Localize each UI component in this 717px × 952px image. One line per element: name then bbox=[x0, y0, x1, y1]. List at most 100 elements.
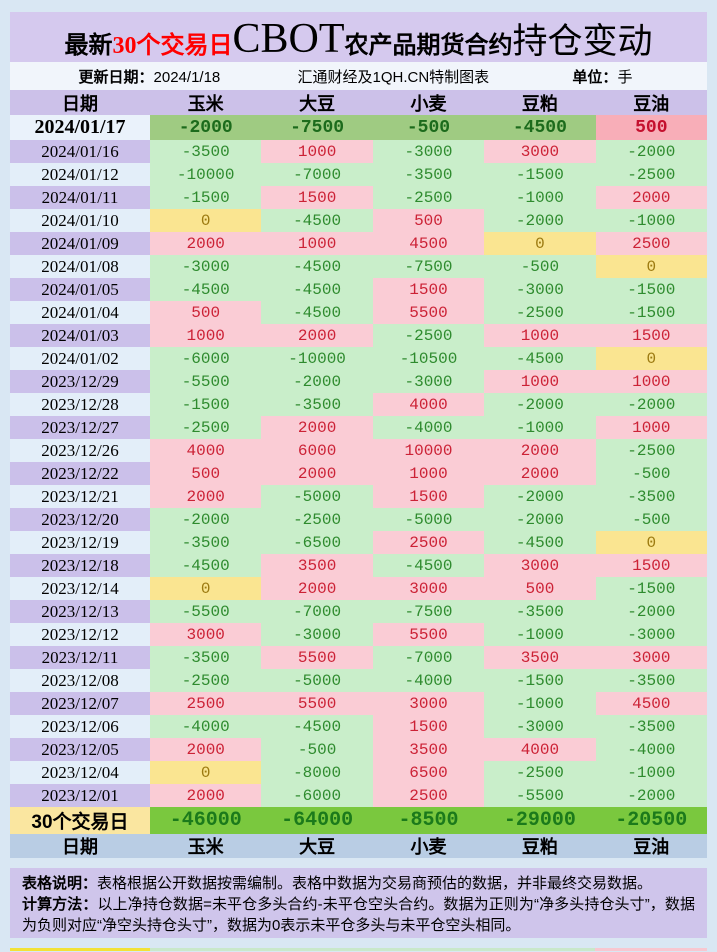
value-cell: 0 bbox=[150, 209, 262, 232]
value-cell: -1500 bbox=[484, 163, 596, 186]
value-cell: -2500 bbox=[595, 163, 707, 186]
value-cell: 4000 bbox=[150, 439, 262, 462]
value-cell: -5000 bbox=[372, 508, 485, 531]
value-cell: -2000 bbox=[150, 115, 262, 140]
value-cell: 1500 bbox=[372, 715, 485, 738]
value-cell: -4000 bbox=[372, 669, 485, 692]
date-cell: 2023/12/22 bbox=[10, 462, 150, 485]
title-middle: 农产品期货合约 bbox=[344, 33, 513, 59]
col-footer-soymeal: 豆粕 bbox=[521, 837, 558, 857]
value-cell: -7000 bbox=[261, 163, 373, 186]
value-cell: -3500 bbox=[150, 646, 262, 669]
date-cell: 2023/12/07 bbox=[10, 692, 150, 715]
date-cell: 2023/12/13 bbox=[10, 600, 150, 623]
col-footer-soyoil: 豆油 bbox=[633, 837, 670, 857]
table-row: 2023/12/05 2000 -500 3500 4000 -4000 bbox=[10, 738, 707, 761]
value-cell: 2000 bbox=[150, 738, 262, 761]
col-footer-corn: 玉米 bbox=[187, 837, 224, 857]
value-cell: 3000 bbox=[484, 140, 596, 163]
date-cell: 2023/12/19 bbox=[10, 531, 150, 554]
value-cell: -6000 bbox=[261, 784, 373, 807]
source-credit: 汇通财经及1QH.CN特制图表 bbox=[297, 68, 490, 86]
value-cell: -1500 bbox=[595, 278, 707, 301]
value-cell: -2500 bbox=[372, 324, 485, 347]
table-row: 2024/01/09 2000 1000 4500 0 2500 bbox=[10, 232, 707, 255]
date-cell: 2024/01/02 bbox=[10, 347, 150, 370]
update-date-value: 2024/1/18 bbox=[153, 68, 221, 86]
table-row: 2023/12/21 2000 -5000 1500 -2000 -3500 bbox=[10, 485, 707, 508]
value-cell: 3000 bbox=[372, 692, 485, 715]
value-cell: -4500 bbox=[484, 115, 596, 140]
value-cell: 1000 bbox=[484, 370, 596, 393]
table-row: 2023/12/26 4000 6000 10000 2000 -2500 bbox=[10, 439, 707, 462]
value-cell: -2000 bbox=[595, 600, 707, 623]
value-cell: -500 bbox=[372, 115, 485, 140]
date-cell: 2024/01/17 bbox=[10, 115, 150, 140]
value-cell: -3000 bbox=[595, 623, 707, 646]
value-cell: -2500 bbox=[484, 301, 596, 324]
value-cell: -500 bbox=[595, 508, 707, 531]
value-cell: 1000 bbox=[261, 140, 373, 163]
value-cell: -3000 bbox=[372, 140, 485, 163]
table-row: 2023/12/19 -3500 -6500 2500 -4500 0 bbox=[10, 531, 707, 554]
date-cell: 2024/01/16 bbox=[10, 140, 150, 163]
note-method: 计算方法：以上净持仓数据=未平仓多头合约-未平仓空头合约。数据为正则为“净多头持… bbox=[22, 896, 695, 934]
value-cell: -1500 bbox=[484, 669, 596, 692]
table-row: 2023/12/20 -2000 -2500 -5000 -2000 -500 bbox=[10, 508, 707, 531]
value-cell: 3000 bbox=[595, 646, 707, 669]
value-cell: -500 bbox=[595, 462, 707, 485]
value-cell: -5000 bbox=[261, 669, 373, 692]
table-row: 2023/12/18 -4500 3500 -4500 3000 1500 bbox=[10, 554, 707, 577]
value-cell: -2500 bbox=[595, 439, 707, 462]
value-cell: -7500 bbox=[372, 255, 485, 278]
table-row: 2023/12/06 -4000 -4500 1500 -3000 -3500 bbox=[10, 715, 707, 738]
value-cell: 2000 bbox=[150, 485, 262, 508]
value-cell: -3500 bbox=[595, 715, 707, 738]
value-cell: -1500 bbox=[595, 577, 707, 600]
summary-value-soybean: -64000 bbox=[261, 807, 373, 834]
date-cell: 2023/12/08 bbox=[10, 669, 150, 692]
table-row: 2023/12/11 -3500 5500 -7000 3500 3000 bbox=[10, 646, 707, 669]
table-row: 2024/01/11 -1500 1500 -2500 -1000 2000 bbox=[10, 186, 707, 209]
value-cell: 3000 bbox=[372, 577, 485, 600]
value-cell: -2000 bbox=[150, 508, 262, 531]
title-highlight: 30个交易日 bbox=[112, 33, 233, 59]
value-cell: -4500 bbox=[372, 554, 485, 577]
value-cell: -4500 bbox=[261, 255, 373, 278]
value-cell: 3500 bbox=[261, 554, 373, 577]
value-cell: -4000 bbox=[372, 416, 485, 439]
col-header-soybean: 大豆 bbox=[299, 93, 336, 114]
table-row: 2024/01/10 0 -4500 500 -2000 -1000 bbox=[10, 209, 707, 232]
value-cell: -7000 bbox=[372, 646, 485, 669]
value-cell: 2500 bbox=[372, 531, 485, 554]
table-header: 日期 玉米 大豆 小麦 豆粕 豆油 bbox=[10, 90, 707, 115]
value-cell: 5500 bbox=[372, 623, 485, 646]
date-cell: 2024/01/10 bbox=[10, 209, 150, 232]
value-cell: -4500 bbox=[261, 278, 373, 301]
date-cell: 2023/12/01 bbox=[10, 784, 150, 807]
value-cell: -6000 bbox=[150, 347, 262, 370]
date-cell: 2023/12/14 bbox=[10, 577, 150, 600]
unit-label: 单位： bbox=[572, 68, 618, 86]
value-cell: -2000 bbox=[261, 370, 373, 393]
value-cell: 500 bbox=[150, 462, 262, 485]
value-cell: 5500 bbox=[261, 692, 373, 715]
page-title: 最新 30个交易日 CBOT 农产品期货合约 持仓变动 bbox=[10, 12, 707, 62]
value-cell: 2500 bbox=[150, 692, 262, 715]
value-cell: -1000 bbox=[484, 186, 596, 209]
value-cell: 1500 bbox=[595, 324, 707, 347]
value-cell: -4500 bbox=[484, 531, 596, 554]
value-cell: 4000 bbox=[484, 738, 596, 761]
date-cell: 2023/12/11 bbox=[10, 646, 150, 669]
col-header-corn: 玉米 bbox=[187, 93, 224, 114]
value-cell: 3500 bbox=[484, 646, 596, 669]
value-cell: -1500 bbox=[150, 186, 262, 209]
date-cell: 2024/01/12 bbox=[10, 163, 150, 186]
table-row: 2024/01/04 500 -4500 5500 -2500 -1500 bbox=[10, 301, 707, 324]
infographic-frame: 最新 30个交易日 CBOT 农产品期货合约 持仓变动 更新日期：2024/1/… bbox=[10, 12, 707, 951]
value-cell: -1500 bbox=[595, 301, 707, 324]
value-cell: -4500 bbox=[261, 209, 373, 232]
value-cell: -3500 bbox=[261, 393, 373, 416]
date-cell: 2024/01/08 bbox=[10, 255, 150, 278]
summary-value-wheat: -8500 bbox=[372, 807, 485, 834]
